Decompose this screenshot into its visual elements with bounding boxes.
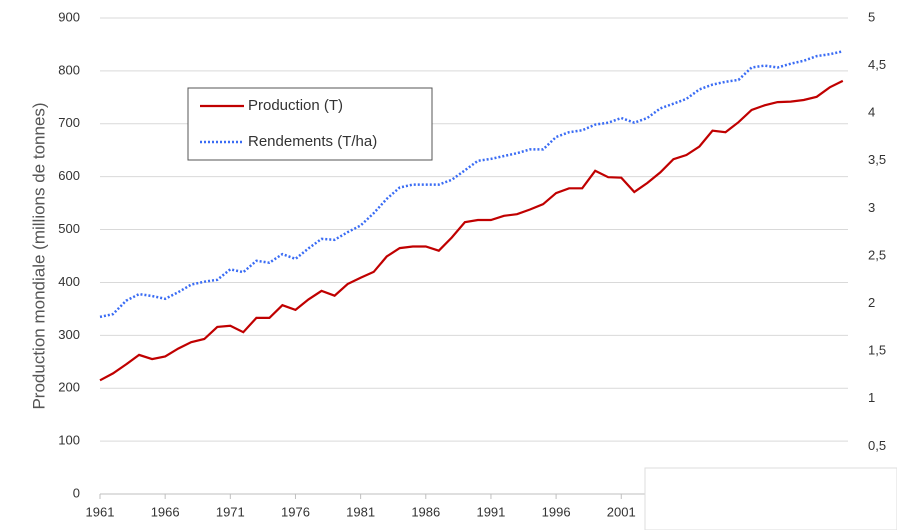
y2-tick-label: 0,5 (868, 438, 886, 453)
y2-tick-label: 1 (868, 390, 875, 405)
x-tick-label: 2001 (607, 504, 636, 519)
y-tick-label: 200 (58, 380, 80, 395)
x-tick-label: 1971 (216, 504, 245, 519)
y-tick-label: 600 (58, 168, 80, 183)
y2-tick-label: 2 (868, 295, 875, 310)
x-tick-label: 1981 (346, 504, 375, 519)
y2-tick-label: 3,5 (868, 152, 886, 167)
x-tick-label: 1966 (151, 504, 180, 519)
y-tick-label: 400 (58, 274, 80, 289)
y2-tick-label: 5 (868, 9, 875, 24)
y-tick-label: 900 (58, 9, 80, 24)
legend-label: Rendements (T/ha) (248, 133, 377, 150)
y2-tick-label: 3 (868, 200, 875, 215)
y-axis-label: Production mondiale (millions de tonnes) (29, 102, 48, 409)
legend-box (187, 87, 433, 161)
y2-tick-label: 4 (868, 105, 875, 120)
x-tick-label: 1976 (281, 504, 310, 519)
y2-tick-label: 2,5 (868, 247, 886, 262)
x-tick-label: 1991 (476, 504, 505, 519)
overlay-panel (644, 467, 897, 530)
y-tick-label: 500 (58, 221, 80, 236)
y-tick-label: 800 (58, 62, 80, 77)
y-tick-label: 100 (58, 433, 80, 448)
series-line (99, 50, 844, 319)
legend-label: Production (T) (248, 97, 343, 114)
series-line (99, 79, 844, 382)
x-tick-label: 1986 (411, 504, 440, 519)
x-tick-label: 1961 (86, 504, 115, 519)
x-tick-label: 1996 (542, 504, 571, 519)
y2-tick-label: 4,5 (868, 57, 886, 72)
y2-tick-label: 1,5 (868, 343, 886, 358)
y-tick-label: 0 (73, 485, 80, 500)
y-tick-label: 700 (58, 115, 80, 130)
y-tick-label: 300 (58, 327, 80, 342)
